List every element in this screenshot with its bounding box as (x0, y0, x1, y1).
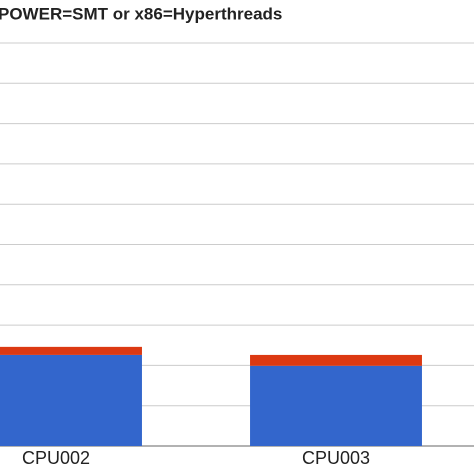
bar-segment (0, 354, 142, 446)
bar-segment (250, 365, 422, 446)
bar-segment (0, 346, 142, 355)
bar-segment (250, 354, 422, 366)
x-tick-label: CPU002 (22, 448, 90, 468)
chart-title: POWER=SMT or x86=Hyperthreads (0, 4, 282, 23)
x-tick-label: CPU003 (302, 448, 370, 468)
